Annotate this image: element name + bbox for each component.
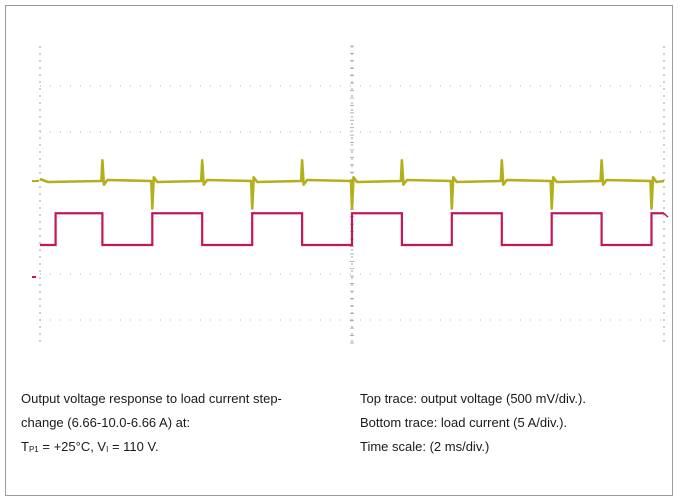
caption-left-line-2: change (6.66-10.0-6.66 A) at:	[21, 415, 191, 430]
caption-left: Output voltage response to load current …	[21, 387, 351, 461]
figure-frame: Output voltage response to load current …	[5, 5, 673, 496]
caption-left-line-1: Output voltage response to load current …	[21, 391, 282, 406]
oscilloscope-plot	[28, 44, 669, 349]
caption-left-line-3: TP1 = +25°C, VI = 110 V.	[21, 435, 351, 461]
caption-t-symbol: T	[21, 439, 29, 454]
caption-right: Top trace: output voltage (500 mV/div.).…	[360, 387, 660, 459]
voltage-trace	[39, 159, 665, 210]
caption-bottom-trace: Bottom trace: load current (5 A/div.).	[360, 415, 568, 430]
caption-temp-value: = +25°C, V	[38, 439, 107, 454]
caption-v-subscript: I	[106, 445, 109, 454]
caption-t-subscript: P1	[28, 445, 39, 454]
current-trace	[40, 212, 664, 247]
scope-svg	[32, 45, 669, 344]
caption-time-scale: Time scale: (2 ms/div.)	[360, 439, 490, 454]
current-trace-tail	[663, 212, 669, 218]
caption-voltage-value: = 110 V.	[108, 439, 159, 454]
caption-top-trace: Top trace: output voltage (500 mV/div.).	[360, 391, 586, 406]
